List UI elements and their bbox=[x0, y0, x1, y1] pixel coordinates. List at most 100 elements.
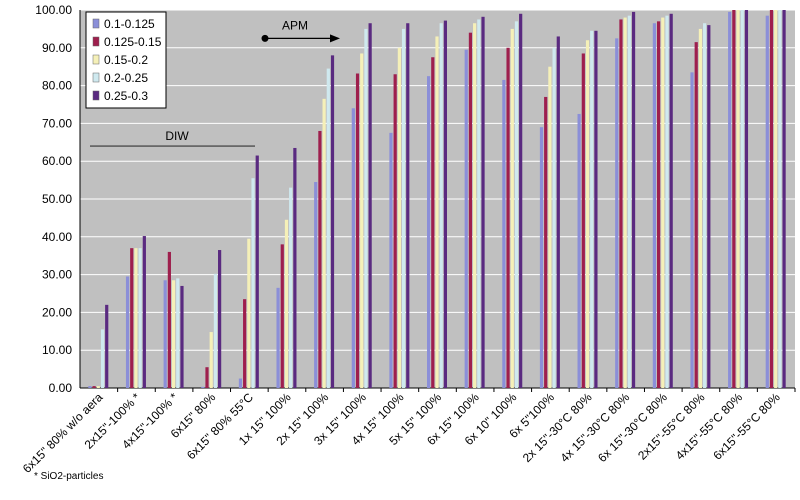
bar bbox=[552, 47, 556, 389]
y-tick-label: 100.00 bbox=[35, 3, 72, 17]
bar bbox=[736, 10, 740, 388]
bar bbox=[125, 276, 130, 388]
bar bbox=[255, 155, 259, 388]
bar bbox=[100, 329, 105, 388]
bar bbox=[510, 28, 514, 389]
bar bbox=[134, 248, 138, 388]
bar bbox=[322, 98, 326, 388]
bar bbox=[656, 21, 661, 389]
bar bbox=[556, 36, 560, 389]
y-tick-label: 10.00 bbox=[42, 343, 72, 357]
bar bbox=[468, 32, 473, 389]
bar bbox=[443, 20, 447, 389]
y-tick-label: 60.00 bbox=[42, 154, 72, 168]
bar bbox=[728, 11, 732, 388]
bar bbox=[577, 113, 581, 388]
bar bbox=[464, 49, 468, 388]
footnote: * SiO2-particles bbox=[34, 471, 104, 482]
bar bbox=[669, 13, 673, 389]
bar bbox=[665, 15, 669, 388]
y-tick-label: 30.00 bbox=[42, 268, 72, 282]
bar bbox=[389, 132, 393, 388]
bar bbox=[778, 10, 782, 388]
legend-label: 0.125-0.15 bbox=[104, 35, 162, 49]
bar bbox=[243, 299, 247, 388]
bar bbox=[703, 23, 707, 388]
legend-swatch bbox=[92, 18, 100, 29]
bar bbox=[548, 66, 552, 388]
bar bbox=[276, 287, 280, 388]
bar bbox=[180, 285, 184, 388]
bar bbox=[690, 72, 694, 389]
y-tick-label: 70.00 bbox=[42, 116, 72, 130]
diw-label: DIW bbox=[165, 129, 189, 143]
legend-label: 0.25-0.3 bbox=[104, 89, 148, 103]
bar bbox=[623, 17, 627, 389]
bar bbox=[765, 15, 769, 388]
bar bbox=[519, 13, 523, 389]
bar bbox=[514, 21, 519, 389]
bar bbox=[247, 238, 251, 388]
bar bbox=[544, 96, 548, 388]
bar bbox=[167, 251, 171, 388]
bar bbox=[96, 386, 100, 388]
x-tick-label: 2x15"-55°C 80% bbox=[635, 390, 708, 463]
y-tick-label: 90.00 bbox=[42, 41, 72, 55]
bar bbox=[92, 386, 96, 388]
bar bbox=[707, 25, 711, 389]
bar bbox=[284, 219, 289, 388]
bar bbox=[176, 278, 180, 388]
bar bbox=[326, 68, 330, 388]
bar bbox=[130, 248, 134, 388]
bar bbox=[213, 273, 218, 388]
bar bbox=[171, 280, 176, 388]
bar bbox=[619, 19, 623, 388]
apm-arrowhead bbox=[330, 34, 340, 43]
bar bbox=[615, 38, 619, 388]
y-tick-label: 40.00 bbox=[42, 230, 72, 244]
bar bbox=[477, 19, 481, 388]
x-tick-label: 6x15" 80% 55°C bbox=[184, 390, 256, 462]
bar bbox=[581, 53, 585, 388]
bar bbox=[401, 28, 406, 389]
apm-label: APM bbox=[282, 18, 308, 32]
bar bbox=[740, 10, 744, 388]
bar bbox=[694, 42, 698, 388]
x-tick-label: 2x 15"-30°C 80% bbox=[520, 390, 595, 465]
bar bbox=[627, 15, 631, 388]
bar bbox=[431, 57, 435, 388]
bar bbox=[590, 30, 594, 388]
bar bbox=[661, 17, 665, 389]
bar bbox=[318, 130, 322, 388]
legend-box bbox=[85, 11, 167, 109]
bar bbox=[427, 76, 431, 389]
legend-swatch bbox=[92, 54, 100, 65]
bar bbox=[782, 10, 786, 388]
bar bbox=[539, 127, 544, 389]
bar bbox=[506, 47, 510, 389]
bar bbox=[205, 367, 209, 388]
bar bbox=[368, 23, 372, 388]
bar bbox=[142, 236, 146, 388]
bar bbox=[585, 40, 590, 389]
bar bbox=[218, 250, 222, 388]
bar bbox=[406, 23, 410, 388]
bar bbox=[774, 10, 778, 388]
bar bbox=[209, 332, 213, 388]
legend-swatch bbox=[92, 90, 100, 101]
x-tick-label: 4x15"-55°C 80% bbox=[673, 390, 746, 463]
x-tick-label: 6x 15"-30°C 80% bbox=[595, 390, 670, 465]
bar bbox=[355, 73, 360, 388]
bar bbox=[732, 10, 736, 388]
bar bbox=[435, 36, 439, 389]
x-tick-label: 6x15"-55°C 80% bbox=[710, 390, 783, 463]
legend-label: 0.2-0.25 bbox=[104, 71, 148, 85]
y-tick-label: 80.00 bbox=[42, 79, 72, 93]
bar bbox=[364, 28, 368, 389]
bar bbox=[360, 53, 364, 388]
bar bbox=[105, 304, 109, 388]
y-tick-label: 20.00 bbox=[42, 305, 72, 319]
bar bbox=[502, 79, 506, 389]
legend-swatch bbox=[92, 72, 100, 83]
